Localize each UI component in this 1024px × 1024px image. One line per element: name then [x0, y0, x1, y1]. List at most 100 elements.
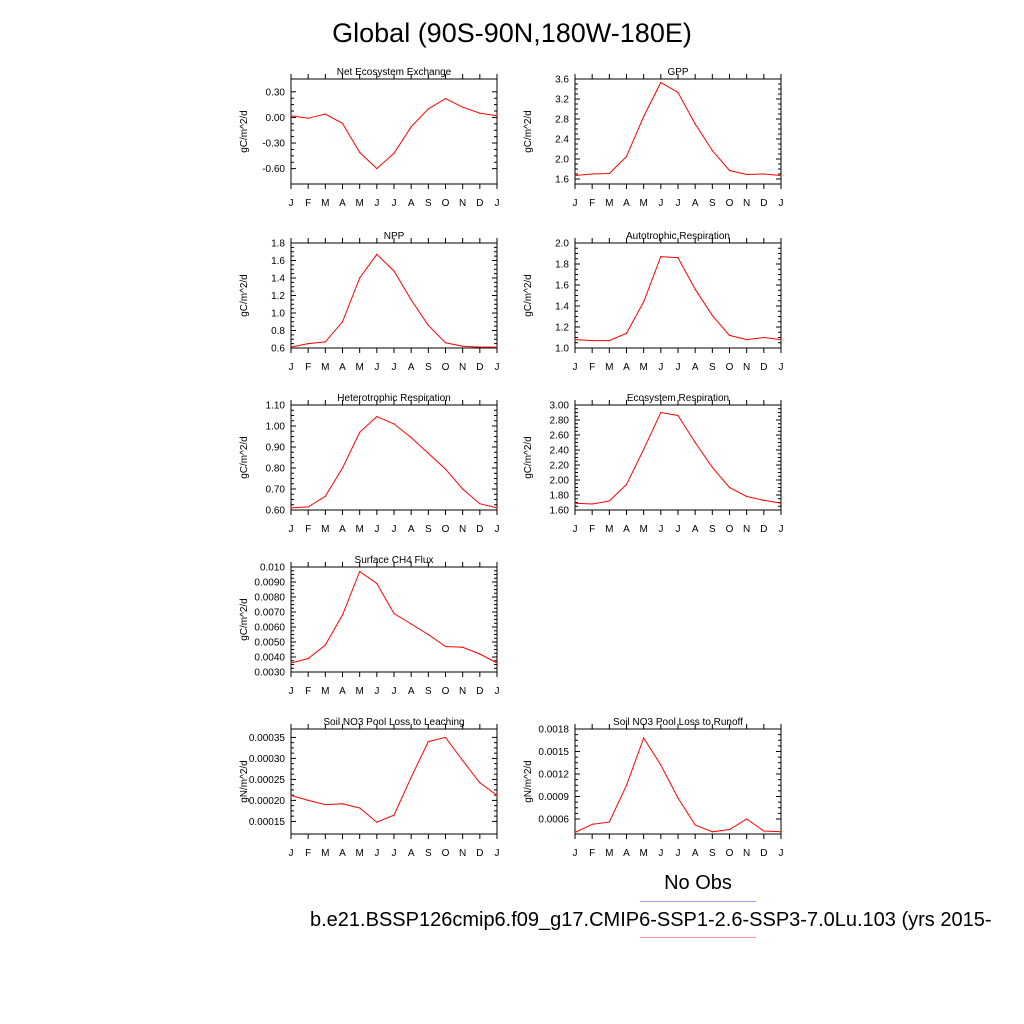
chart-title: GPP	[667, 67, 688, 78]
legend-obs-label: No Obs	[664, 872, 732, 894]
data-point	[444, 468, 447, 470]
x-tick-label: S	[709, 848, 716, 859]
data-point	[462, 345, 464, 347]
plot-frame	[574, 242, 782, 349]
y-tick-label: 1.00	[266, 422, 286, 433]
y-tick-label: 2.80	[550, 416, 570, 427]
x-tick-label: J	[374, 198, 379, 209]
x-tick-label: J	[495, 198, 500, 209]
data-point	[728, 828, 731, 831]
data-point	[608, 172, 610, 175]
x-tick-label: J	[392, 848, 397, 859]
y-tick-label: 0.90	[266, 443, 286, 454]
data-point	[341, 122, 344, 124]
x-tick-label: J	[573, 362, 578, 373]
chart-title: NPP	[384, 231, 405, 242]
y-tick-label: 0.0018	[538, 725, 569, 736]
y-tick-label: 3.00	[550, 401, 570, 412]
data-point	[410, 623, 412, 625]
data-point	[307, 343, 309, 345]
data-point	[479, 112, 481, 114]
x-tick-label: M	[639, 848, 647, 859]
y-tick-label: 1.8	[555, 260, 569, 271]
data-point	[643, 737, 645, 739]
data-point	[694, 288, 696, 290]
x-tick-label: A	[339, 848, 346, 859]
data-point	[625, 483, 628, 486]
x-tick-label: D	[476, 686, 483, 697]
y-tick-label: 0.00035	[249, 733, 286, 744]
data-point	[427, 741, 429, 743]
x-tick-label: J	[658, 848, 663, 859]
chart-panel-4: Heterotrophic Respiration gC/m^2/d 0.60 0.7…	[239, 393, 500, 535]
x-tick-label: J	[573, 524, 578, 535]
data-point	[290, 794, 292, 796]
x-tick-label: S	[709, 198, 716, 209]
x-tick-label: J	[779, 362, 784, 373]
x-tick-label: J	[392, 686, 397, 697]
data-point	[660, 411, 662, 414]
y-tick-label: 2.60	[550, 431, 570, 442]
data-point	[711, 149, 713, 152]
y-tick-label: 1.4	[271, 274, 285, 285]
data-point	[711, 831, 713, 833]
x-tick-label: N	[459, 362, 466, 373]
y-tick-label: 1.0	[271, 309, 285, 320]
x-tick-label: M	[605, 362, 613, 373]
x-tick-label: N	[459, 848, 466, 859]
data-point	[591, 823, 593, 825]
x-tick-label: O	[442, 686, 450, 697]
data-point	[711, 314, 713, 317]
data-point	[591, 173, 593, 175]
y-tick-label: 0.0030	[254, 668, 285, 679]
y-tick-label: 0.00015	[249, 817, 286, 828]
x-tick-label: M	[355, 686, 363, 697]
x-tick-label: N	[743, 362, 750, 373]
y-tick-label: 0.00020	[249, 796, 286, 807]
data-point	[591, 340, 593, 342]
data-point	[393, 270, 395, 272]
data-point	[660, 81, 662, 84]
data-point	[324, 804, 326, 806]
y-tick-label: 0.30	[266, 87, 286, 98]
x-tick-label: J	[289, 686, 294, 697]
chart-panel-3: Autotrophic Respiration gC/m^2/d 1.0 1.2 1.4…	[523, 231, 784, 373]
x-tick-label: F	[305, 362, 311, 373]
series-line	[574, 411, 782, 505]
x-tick-label: S	[425, 848, 432, 859]
data-point	[660, 764, 662, 766]
x-tick-label: A	[408, 198, 415, 209]
data-point	[608, 340, 610, 342]
data-point	[359, 277, 361, 279]
y-axis-label: gC/m^2/d	[523, 274, 534, 317]
x-tick-label: M	[321, 362, 329, 373]
y-axis-label: gC/m^2/d	[523, 436, 534, 479]
y-tick-label: 1.8	[271, 239, 285, 250]
data-point	[307, 117, 309, 119]
data-point	[341, 614, 344, 616]
x-tick-label: J	[374, 686, 379, 697]
x-tick-label: J	[676, 524, 681, 535]
x-tick-label: J	[676, 198, 681, 209]
chart-title: Heterotrophic Respiration	[337, 393, 450, 404]
x-tick-label: M	[605, 198, 613, 209]
y-tick-label: 0.60	[266, 506, 286, 517]
data-point	[393, 612, 395, 615]
data-point	[324, 495, 326, 497]
data-point	[444, 645, 447, 648]
x-tick-label: N	[459, 198, 466, 209]
x-tick-label: J	[289, 198, 294, 209]
chart-panel-5: Ecosystem Respiration gC/m^2/d 1.60 1.80 2.0…	[523, 393, 784, 535]
data-point	[290, 115, 292, 117]
x-tick-label: J	[573, 198, 578, 209]
chart-title: Net Ecosystem Exchange	[337, 67, 452, 78]
y-tick-label: 2.0	[555, 239, 569, 250]
data-point	[677, 414, 679, 417]
y-tick-label: 1.60	[550, 506, 570, 517]
data-point	[780, 339, 782, 341]
data-point	[643, 448, 645, 450]
x-tick-label: M	[355, 362, 363, 373]
x-tick-label: J	[289, 362, 294, 373]
